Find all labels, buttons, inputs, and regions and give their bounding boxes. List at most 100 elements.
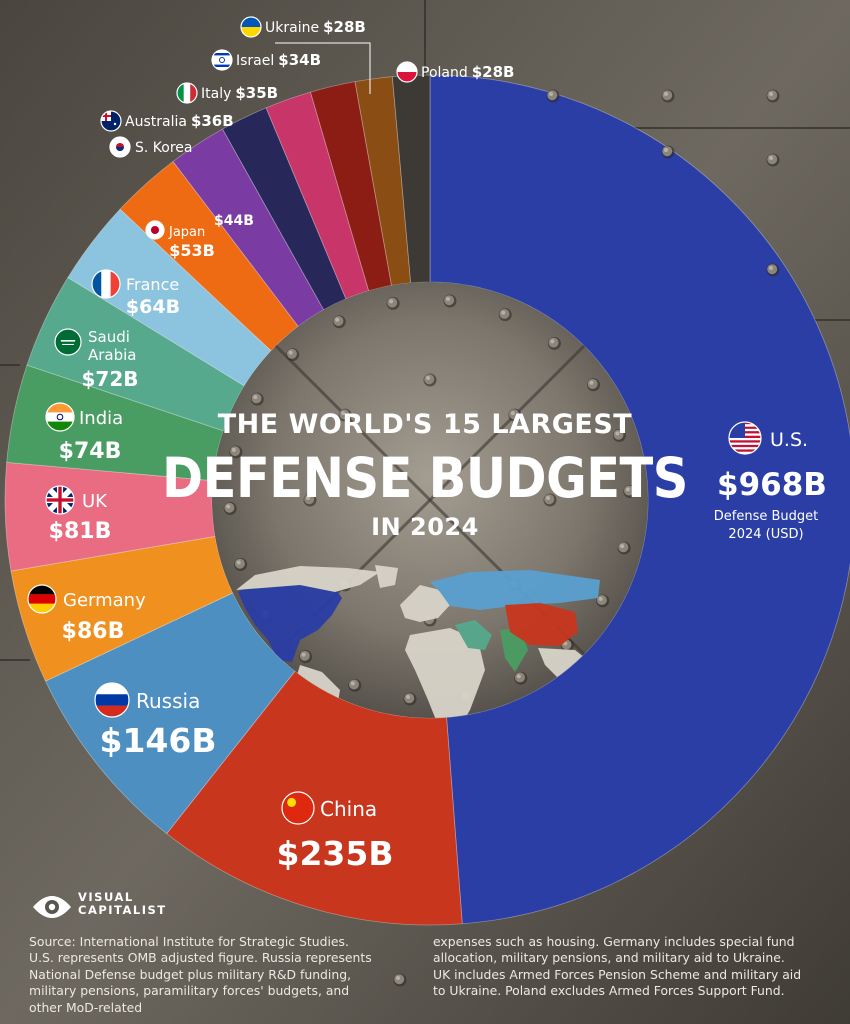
label-poland: Poland $28B <box>396 61 515 83</box>
chart-title: THE WORLD'S 15 LARGEST DEFENSE BUDGETS I… <box>162 409 688 541</box>
australia-flag-icon <box>100 110 122 132</box>
label-name-israel: Israel $34B <box>236 51 321 69</box>
rivet <box>299 650 313 664</box>
label-russia: Russia $146B <box>94 682 217 760</box>
italy-flag-icon <box>176 82 198 104</box>
russia-shape <box>430 570 600 610</box>
footnote-left: Source: International Institute for Stra… <box>29 934 429 1016</box>
africa-shape <box>405 628 485 718</box>
slice-labels: U.S. $968B China $235B Russia $146B Germany $86… <box>27 16 827 873</box>
rivet <box>332 315 346 329</box>
label-name-u-s: U.S. <box>770 429 808 451</box>
china-shape <box>505 603 578 646</box>
title-line-3: IN 2024 <box>371 513 479 541</box>
rivet <box>623 484 637 498</box>
rivet <box>543 493 557 507</box>
rivet <box>661 145 675 159</box>
label-value-france: $64B <box>126 296 180 318</box>
us-note-line-2: 2024 (USD) <box>728 527 803 542</box>
us-note: Defense Budget 2024 (USD) <box>714 509 818 542</box>
brand-logo-icon <box>33 896 71 918</box>
footnote-line: National Defense budget plus military R&… <box>29 966 352 982</box>
label-value-china: $235B <box>277 834 394 873</box>
rivet <box>303 493 317 507</box>
title-line-1: THE WORLD'S 15 LARGEST <box>218 409 633 440</box>
rivet <box>547 336 561 350</box>
russia-flag-icon <box>94 682 130 718</box>
rivet <box>229 445 243 459</box>
footnote-line: UK includes Armed Forces Pension Scheme … <box>433 966 802 982</box>
rivet <box>617 541 631 555</box>
label-china: China $235B <box>277 791 394 873</box>
label-india: India $74B <box>45 402 123 464</box>
label-name-italy: Italy $35B <box>201 84 278 102</box>
label-value-u-s: $968B <box>717 467 827 503</box>
rivet <box>612 428 626 442</box>
label-s-korea: $44B <box>214 213 254 229</box>
label-name-india: India <box>79 408 123 429</box>
brand-line-2: CAPITALIST <box>78 903 167 917</box>
brand-text: VISUAL CAPITALIST <box>78 891 167 917</box>
label-name-china: China <box>320 797 377 821</box>
germany-flag-icon <box>27 584 57 614</box>
label-australia: Australia $36B <box>100 110 234 132</box>
poland-flag-icon <box>396 61 418 83</box>
brand-line-1: VISUAL <box>78 890 134 904</box>
label-u-s: U.S. $968B <box>717 421 827 503</box>
rivet <box>546 89 560 103</box>
footnote-right: expenses such as housing. Germany includ… <box>433 934 843 1000</box>
label-uk: UK $81B <box>45 485 112 544</box>
europe-shape <box>400 585 450 622</box>
rivet <box>443 294 457 308</box>
canada-shape <box>236 566 380 592</box>
footnote-line: Source: International Institute for Stra… <box>29 934 349 949</box>
label-name-saudi-arabia-2: Arabia <box>88 346 137 364</box>
rivet <box>286 348 300 362</box>
label-korea-external: S. Korea <box>109 136 192 158</box>
label-name-australia: Australia $36B <box>125 112 234 130</box>
rivet <box>498 308 512 322</box>
rivet <box>234 558 248 572</box>
footnote-line: other MoD-related <box>29 999 143 1015</box>
label-name-poland: Poland $28B <box>421 63 515 81</box>
visual-capitalist-logo: VISUAL CAPITALIST <box>30 889 230 929</box>
japan-flag-icon <box>145 220 165 240</box>
uk-flag-icon <box>45 485 75 515</box>
rivet <box>596 594 610 608</box>
middle-east-shape <box>455 620 492 650</box>
footnote-line: allocation, military pensions, and milit… <box>433 950 785 966</box>
rivet <box>423 373 437 387</box>
ukraine-flag-icon <box>240 16 262 38</box>
rivet <box>766 89 780 103</box>
label-value-japan: $53B <box>169 241 215 260</box>
rivet <box>348 678 362 692</box>
label-value-uk: $81B <box>49 519 112 544</box>
footnote-line: to Ukraine. Poland excludes Armed Forces… <box>433 983 785 999</box>
label-name-uk: UK <box>82 491 108 512</box>
north-america-shape <box>238 575 342 662</box>
label-name-germany: Germany <box>63 590 146 611</box>
rivet <box>338 408 352 422</box>
label-germany: Germany $86B <box>27 584 146 644</box>
footnote-line: military pensions, paramilitary forces' … <box>29 983 350 999</box>
label-italy: Italy $35B <box>176 82 278 104</box>
label-value-s-korea: $44B <box>214 213 254 229</box>
rivet <box>386 296 400 310</box>
china-flag-icon <box>281 791 315 825</box>
rivet <box>514 671 528 685</box>
label-value-india: $74B <box>59 439 122 464</box>
france-flag-icon <box>91 269 121 299</box>
india-flag-icon <box>45 402 75 432</box>
label-france: France $64B <box>91 269 180 318</box>
label-value-russia: $146B <box>100 721 217 760</box>
greenland-shape <box>375 565 398 588</box>
korea-flag-icon <box>109 136 131 158</box>
rivet <box>586 378 600 392</box>
rivet <box>766 153 780 167</box>
label-name-ukraine: Ukraine $28B <box>265 18 366 36</box>
leader-lines <box>275 42 371 94</box>
label-name-saudi-arabia: Saudi <box>88 328 130 346</box>
israel-flag-icon <box>211 49 233 71</box>
